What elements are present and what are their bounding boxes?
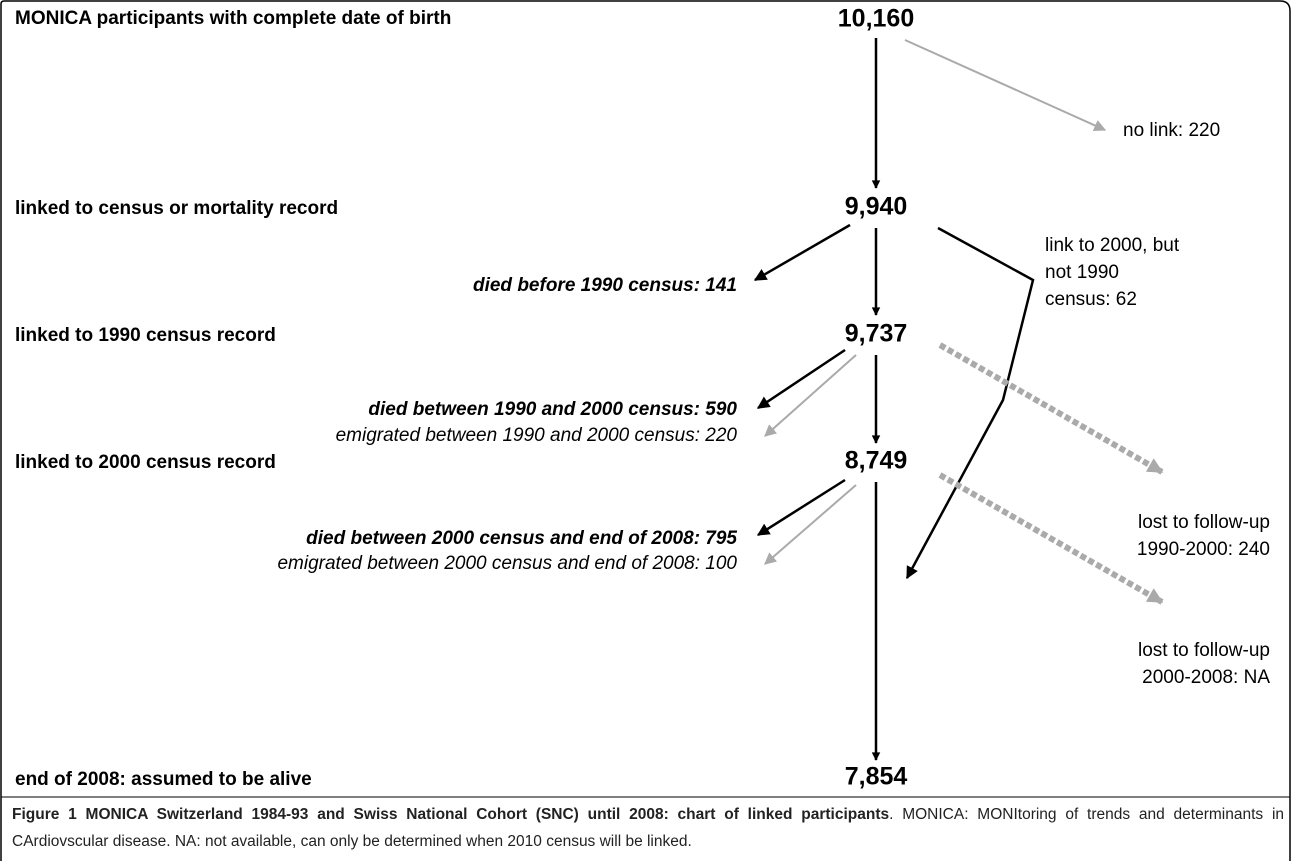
caption-title: Figure 1 MONICA Switzerland 1984-93 and … — [12, 806, 890, 823]
arrow — [756, 348, 846, 410]
stage-count: 9,737 — [845, 320, 908, 348]
side-label: 1990-2000: 240 — [1137, 539, 1270, 560]
stage-label: linked to 1990 census record — [15, 325, 276, 346]
arrow — [753, 223, 851, 282]
stage-label: end of 2008: assumed to be alive — [15, 769, 312, 790]
stage-count: 10,160 — [838, 5, 914, 33]
side-label: not 1990 — [1045, 262, 1119, 283]
side-label: emigrated between 2000 census and end of… — [277, 553, 737, 574]
side-label: died between 2000 census and end of 2008… — [306, 528, 737, 549]
side-label: no link: 220 — [1123, 120, 1220, 141]
stage-count: 8,749 — [845, 447, 908, 475]
dashed-arrow — [938, 472, 1164, 605]
dashed-arrow — [938, 342, 1164, 475]
stage-count: 7,854 — [845, 763, 908, 791]
stage-count: 9,940 — [845, 193, 908, 221]
side-label: lost to follow-up — [1138, 512, 1270, 533]
caption-body: . MONICA: MONItoring of trends and deter… — [12, 806, 1284, 850]
side-label: lost to follow-up — [1138, 640, 1270, 661]
side-label: emigrated between 1990 and 2000 census: … — [336, 425, 738, 446]
arrow — [756, 478, 846, 537]
arrow — [764, 484, 857, 565]
side-label: died before 1990 census: 141 — [473, 275, 737, 296]
arrow — [764, 354, 857, 437]
side-label: 2000-2008: NA — [1142, 667, 1270, 688]
arrow — [904, 39, 1107, 132]
side-label: died between 1990 and 2000 census: 590 — [368, 399, 737, 420]
stage-label: MONICA participants with complete date o… — [15, 8, 451, 29]
stage-label: linked to 2000 census record — [15, 452, 276, 473]
stage-label: linked to census or mortality record — [15, 198, 338, 219]
arrow — [905, 226, 1035, 580]
caption: Figure 1 MONICA Switzerland 1984-93 and … — [12, 801, 1284, 855]
caption-text: Figure 1 MONICA Switzerland 1984-93 and … — [12, 801, 1284, 855]
side-label: link to 2000, but — [1045, 235, 1180, 256]
side-label: census: 62 — [1045, 289, 1137, 310]
